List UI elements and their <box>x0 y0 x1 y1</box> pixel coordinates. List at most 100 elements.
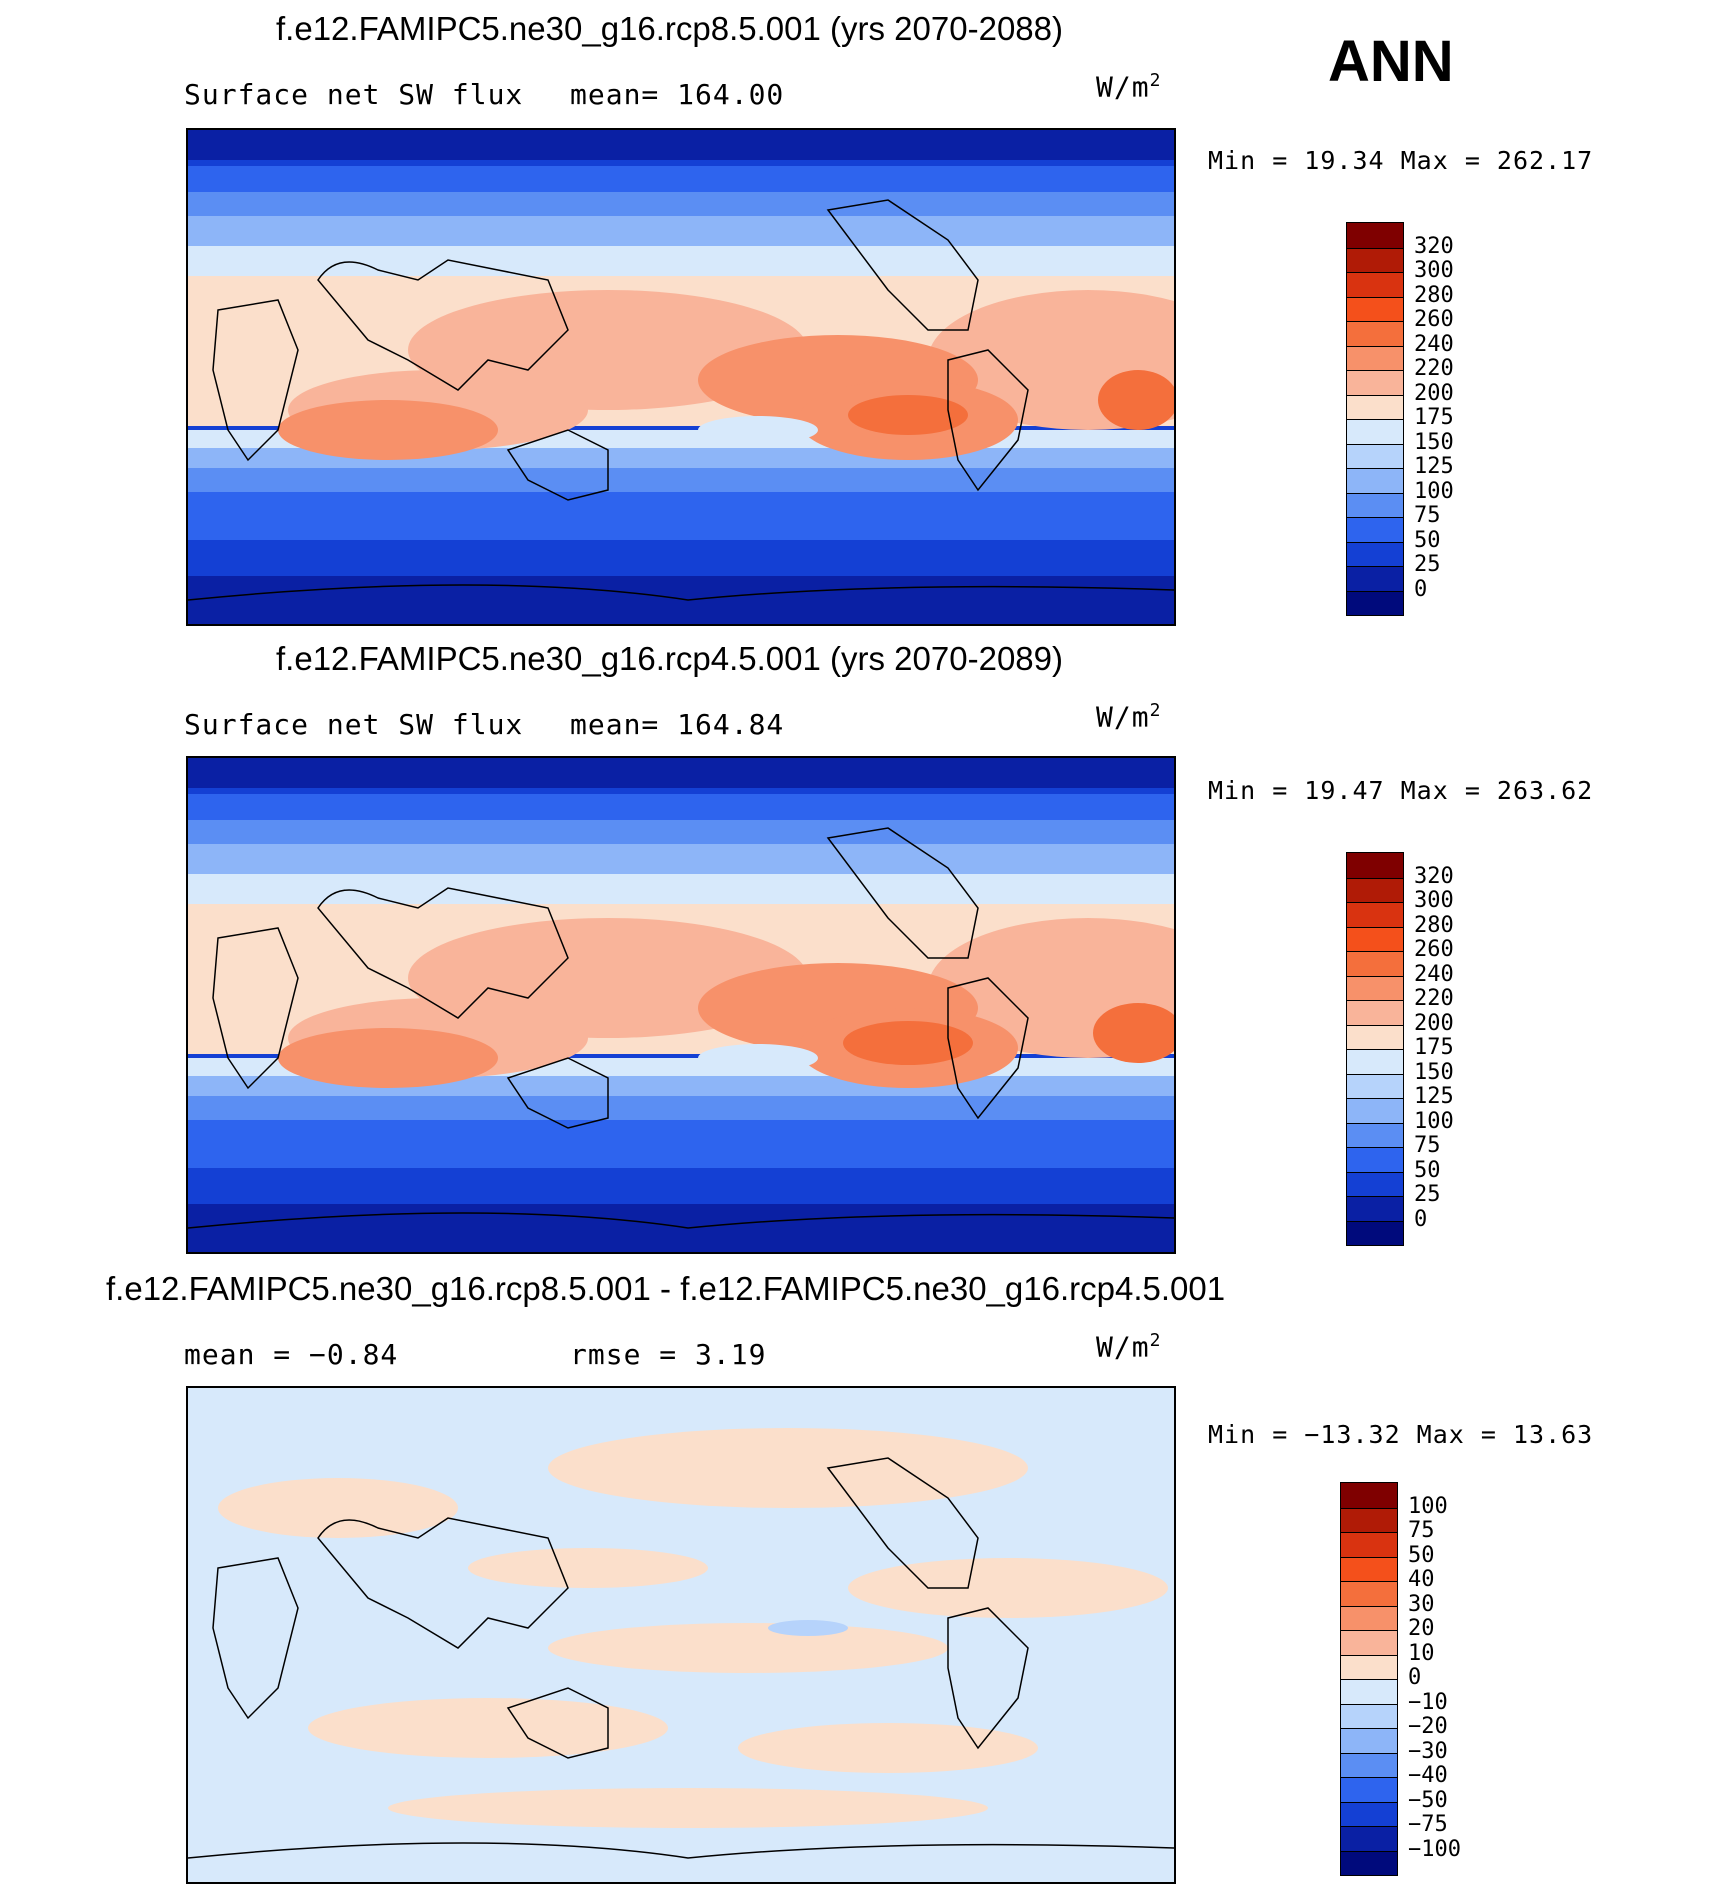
colorbar-segment <box>1347 1220 1403 1245</box>
colorbar-segment <box>1347 902 1403 927</box>
colorbar-segment <box>1347 468 1403 493</box>
colorbar-segment <box>1347 272 1403 297</box>
colorbar-tick-label: 75 <box>1414 1133 1441 1158</box>
colorbar-segment <box>1347 345 1403 370</box>
colorbar-tick-label: 30 <box>1408 1591 1435 1617</box>
colorbar-tick-label: 0 <box>1414 576 1428 602</box>
colorbar-segment <box>1347 370 1403 395</box>
colorbar-segment <box>1347 853 1403 878</box>
colorbar-tick-label: 220 <box>1414 356 1454 381</box>
variable-label: Surface net SW flux <box>184 78 524 111</box>
colorbar-tick-label: 320 <box>1414 233 1454 259</box>
colorbar-tick-label: 0 <box>1408 1665 1422 1690</box>
colorbar-tick-label: 240 <box>1414 961 1454 987</box>
minmax-label: Min = 19.34 Max = 262.17 <box>1208 146 1594 175</box>
colorbar-tick-label: 40 <box>1408 1567 1435 1592</box>
colorbar-tick-label: 125 <box>1414 1084 1454 1109</box>
minmax-label: Min = 19.47 Max = 263.62 <box>1208 776 1594 805</box>
map-rcp85 <box>186 128 1176 626</box>
season-label: ANN <box>1328 29 1454 94</box>
panel-title: f.e12.FAMIPC5.ne30_g16.rcp8.5.001 - f.e1… <box>106 1270 1226 1307</box>
colorbar-segment <box>1347 951 1403 976</box>
mean-label: mean = −0.84 <box>184 1338 399 1371</box>
colorbar-tick-label: 25 <box>1414 1182 1441 1207</box>
colorbar-tick-label: 175 <box>1414 405 1454 430</box>
colorbar-tick-label: 220 <box>1414 986 1454 1011</box>
variable-label: Surface net SW flux <box>184 708 524 741</box>
colorbar-tick-label: 175 <box>1414 1035 1454 1060</box>
colorbar-segment <box>1347 517 1403 542</box>
units-label: W/m2 <box>1096 700 1162 734</box>
colorbar-tick-label: 50 <box>1408 1542 1435 1568</box>
colorbar-segment <box>1347 223 1403 248</box>
colorbar-tick-label: 300 <box>1414 888 1454 913</box>
colorbar-segment <box>1347 541 1403 566</box>
colorbar-segment <box>1347 419 1403 444</box>
colorbar-tick-label: 125 <box>1414 454 1454 479</box>
colorbar-segment <box>1347 296 1403 321</box>
colorbar-tick-label: 10 <box>1408 1640 1435 1666</box>
colorbar-tick-label: 280 <box>1414 912 1454 938</box>
colorbar-tick-label: 75 <box>1408 1518 1435 1543</box>
colorbar-segment <box>1347 394 1403 419</box>
colorbar-segment <box>1347 1122 1403 1147</box>
map-difference <box>186 1386 1176 1884</box>
colorbar-segment <box>1341 1507 1397 1532</box>
colorbar-segment <box>1341 1605 1397 1630</box>
colorbar-segment <box>1341 1728 1397 1753</box>
colorbar-tick-label: 150 <box>1414 1059 1454 1085</box>
colorbar-segment <box>1347 877 1403 902</box>
colorbar-segment <box>1341 1801 1397 1826</box>
units-label: W/m2 <box>1096 1330 1162 1364</box>
colorbar-segment <box>1347 1196 1403 1221</box>
colorbar-tick-label: −50 <box>1408 1787 1448 1813</box>
panel-title: f.e12.FAMIPC5.ne30_g16.rcp4.5.001 (yrs 2… <box>276 640 1063 677</box>
colorbar-segment <box>1347 321 1403 346</box>
colorbar-segment <box>1347 1073 1403 1098</box>
colorbar-segment <box>1347 975 1403 1000</box>
colorbar-segment <box>1341 1483 1397 1508</box>
colorbar-tick-label: −10 <box>1408 1689 1448 1715</box>
units-label: W/m2 <box>1096 70 1162 104</box>
mean-label: mean= 164.00 <box>570 78 785 111</box>
colorbar-tick-label: −75 <box>1408 1812 1448 1837</box>
panel-title: f.e12.FAMIPC5.ne30_g16.rcp8.5.001 (yrs 2… <box>276 10 1063 47</box>
colorbar-segment <box>1347 1024 1403 1049</box>
colorbar-segment <box>1341 1532 1397 1557</box>
colorbar-segment <box>1341 1752 1397 1777</box>
colorbar-segment <box>1341 1826 1397 1851</box>
mean-label: mean= 164.84 <box>570 708 785 741</box>
colorbar-segment <box>1341 1630 1397 1655</box>
colorbar-tick-label: 320 <box>1414 863 1454 889</box>
colorbar-tick-label: 50 <box>1414 1157 1441 1183</box>
colorbar-tick-label: −30 <box>1408 1738 1448 1764</box>
colorbar-segment <box>1341 1581 1397 1606</box>
colorbar-tick-label: 20 <box>1408 1616 1435 1641</box>
colorbar-tick-label: −20 <box>1408 1714 1448 1739</box>
colorbar-tick-label: 0 <box>1414 1206 1428 1232</box>
colorbar-segment <box>1347 247 1403 272</box>
colorbar-tick-label: 100 <box>1414 478 1454 504</box>
colorbar-tick-label: 260 <box>1414 307 1454 332</box>
colorbar-segment <box>1347 1000 1403 1025</box>
colorbar-tick-label: −40 <box>1408 1763 1448 1788</box>
colorbar-tick-label: 260 <box>1414 937 1454 962</box>
colorbar-segment <box>1347 1171 1403 1196</box>
colorbar-tick-label: 75 <box>1414 503 1441 528</box>
colorbar-segment <box>1341 1850 1397 1875</box>
colorbar-segment <box>1347 926 1403 951</box>
colorbar-segment <box>1347 1098 1403 1123</box>
colorbar-segment <box>1341 1679 1397 1704</box>
colorbar-tick-label: 240 <box>1414 331 1454 357</box>
colorbar-segment <box>1341 1556 1397 1581</box>
colorbar-segment <box>1347 566 1403 591</box>
map-rcp45 <box>186 756 1176 1254</box>
colorbar-segment <box>1341 1777 1397 1802</box>
colorbar-segment <box>1347 1147 1403 1172</box>
colorbar-tick-label: 200 <box>1414 380 1454 406</box>
colorbar-segment <box>1347 590 1403 615</box>
colorbar-tick-label: 300 <box>1414 258 1454 283</box>
colorbar-tick-label: 100 <box>1414 1108 1454 1134</box>
minmax-label: Min = −13.32 Max = 13.63 <box>1208 1420 1594 1449</box>
colorbar-segment <box>1341 1654 1397 1679</box>
